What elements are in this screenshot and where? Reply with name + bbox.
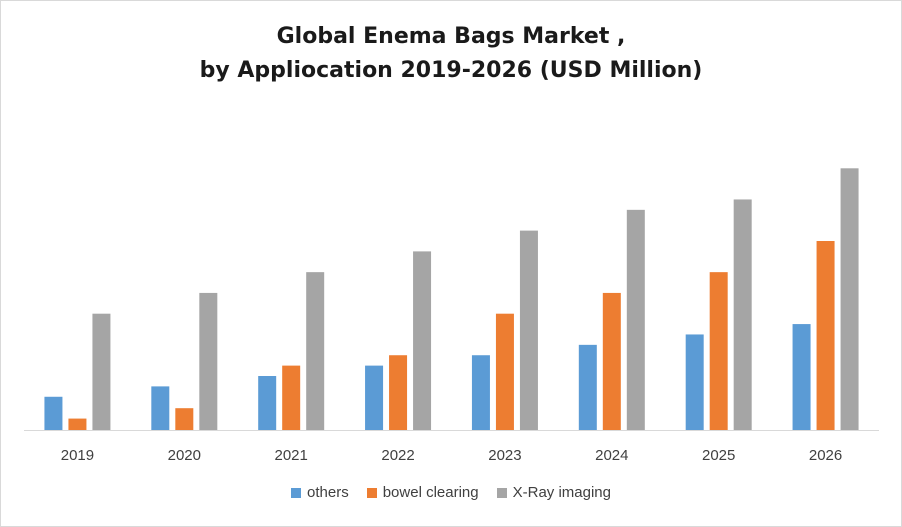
chart-legend: others bowel clearing X-Ray imaging (0, 484, 902, 501)
bar-others-2021 (258, 376, 277, 430)
bar-others-2019 (44, 396, 63, 430)
bar-bowel-clearing-2025 (709, 272, 728, 430)
bar-others-2020 (151, 386, 170, 430)
bar-x-ray-imaging-2026 (840, 168, 859, 431)
legend-swatch (366, 487, 377, 498)
x-tick-label: 2023 (488, 447, 521, 464)
legend-swatch (291, 487, 302, 498)
bar-others-2023 (471, 355, 490, 430)
bar-x-ray-imaging-2021 (306, 272, 325, 430)
bar-x-ray-imaging-2023 (519, 230, 538, 430)
x-tick-label: 2020 (168, 447, 201, 464)
legend-item: others (291, 484, 349, 501)
x-tick-label: 2024 (595, 447, 628, 464)
x-tick-label: 2026 (809, 447, 842, 464)
bar-bowel-clearing-2026 (816, 241, 835, 430)
bar-bowel-clearing-2022 (389, 355, 408, 430)
chart-title-line-1: Global Enema Bags Market , (276, 24, 626, 49)
bar-others-2026 (792, 324, 811, 430)
bar-others-2024 (578, 344, 597, 430)
x-tick-label: 2019 (61, 447, 94, 464)
bar-x-ray-imaging-2024 (626, 209, 645, 430)
x-tick-label: 2025 (702, 447, 735, 464)
chart-title: Global Enema Bags Market , by Appliocati… (0, 20, 902, 88)
bar-others-2022 (365, 365, 384, 430)
bar-x-ray-imaging-2025 (733, 199, 752, 430)
legend-label: bowel clearing (382, 484, 479, 501)
bar-bowel-clearing-2020 (175, 408, 194, 430)
bar-others-2025 (685, 334, 704, 430)
legend-label: others (307, 484, 349, 501)
bar-bowel-clearing-2021 (282, 365, 301, 430)
bar-x-ray-imaging-2019 (92, 313, 111, 430)
legend-label: X-Ray imaging (512, 484, 611, 501)
bar-bowel-clearing-2019 (68, 418, 87, 430)
x-tick-label: 2021 (275, 447, 308, 464)
bar-x-ray-imaging-2022 (413, 251, 432, 430)
legend-item: bowel clearing (366, 484, 479, 501)
bar-x-ray-imaging-2020 (199, 292, 218, 430)
legend-swatch (496, 487, 507, 498)
bar-bowel-clearing-2023 (495, 313, 514, 430)
legend-item: X-Ray imaging (496, 484, 611, 501)
bar-bowel-clearing-2024 (602, 292, 621, 430)
chart-title-line-2: by Appliocation 2019-2026 (USD Million) (199, 58, 703, 83)
x-tick-label: 2022 (381, 447, 414, 464)
